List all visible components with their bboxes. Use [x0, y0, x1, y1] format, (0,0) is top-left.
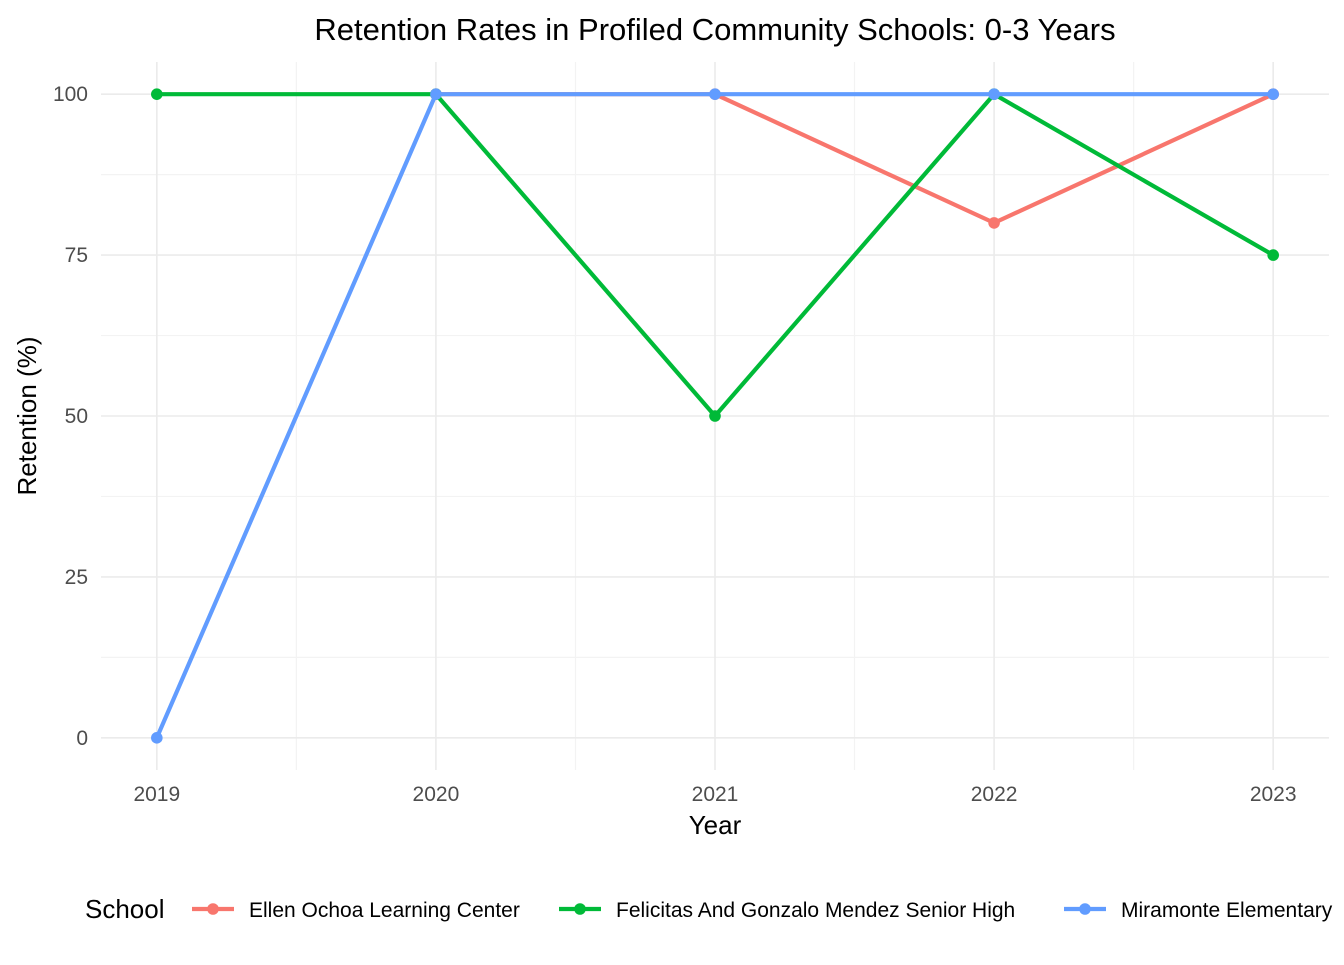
y-axis-title: Retention (%) — [12, 337, 42, 496]
data-point — [709, 410, 721, 422]
legend-key-point — [574, 903, 586, 915]
data-point — [709, 88, 721, 100]
legend: School Ellen Ochoa Learning Center Felici… — [85, 894, 1333, 924]
y-tick-label: 0 — [76, 727, 88, 750]
chart-title: Retention Rates in Profiled Community Sc… — [314, 12, 1115, 47]
data-point — [151, 732, 163, 744]
legend-label: Miramonte Elementary — [1121, 899, 1333, 922]
data-point — [1267, 249, 1279, 261]
legend-item: Miramonte Elementary — [1064, 899, 1333, 922]
x-tick-label: 2022 — [971, 783, 1018, 806]
x-tick-label: 2023 — [1250, 783, 1297, 806]
y-tick-label: 25 — [65, 566, 88, 589]
y-tick-label: 75 — [65, 244, 88, 267]
axis-layer: 2019 2020 2021 2022 2023 0 25 50 75 100 — [53, 83, 1297, 806]
legend-item: Felicitas And Gonzalo Mendez Senior High — [559, 899, 1015, 922]
data-point — [430, 88, 442, 100]
legend-label: Felicitas And Gonzalo Mendez Senior High — [616, 899, 1015, 922]
data-point — [988, 217, 1000, 229]
legend-label: Ellen Ochoa Learning Center — [249, 899, 520, 922]
data-point — [1267, 88, 1279, 100]
legend-item: Ellen Ochoa Learning Center — [192, 899, 520, 922]
y-tick-label: 100 — [53, 83, 88, 106]
series-group — [151, 88, 1279, 744]
x-tick-label: 2019 — [133, 783, 180, 806]
legend-key-point — [1079, 903, 1091, 915]
y-tick-label: 50 — [65, 405, 88, 428]
data-point — [151, 88, 163, 100]
x-tick-label: 2021 — [692, 783, 739, 806]
legend-key-point — [207, 903, 219, 915]
legend-items: Ellen Ochoa Learning Center Felicitas And… — [192, 899, 1333, 922]
data-point — [988, 88, 1000, 100]
x-axis-title: Year — [689, 810, 742, 840]
x-tick-label: 2020 — [413, 783, 460, 806]
series-layer — [151, 88, 1279, 744]
legend-title: School — [85, 894, 165, 924]
